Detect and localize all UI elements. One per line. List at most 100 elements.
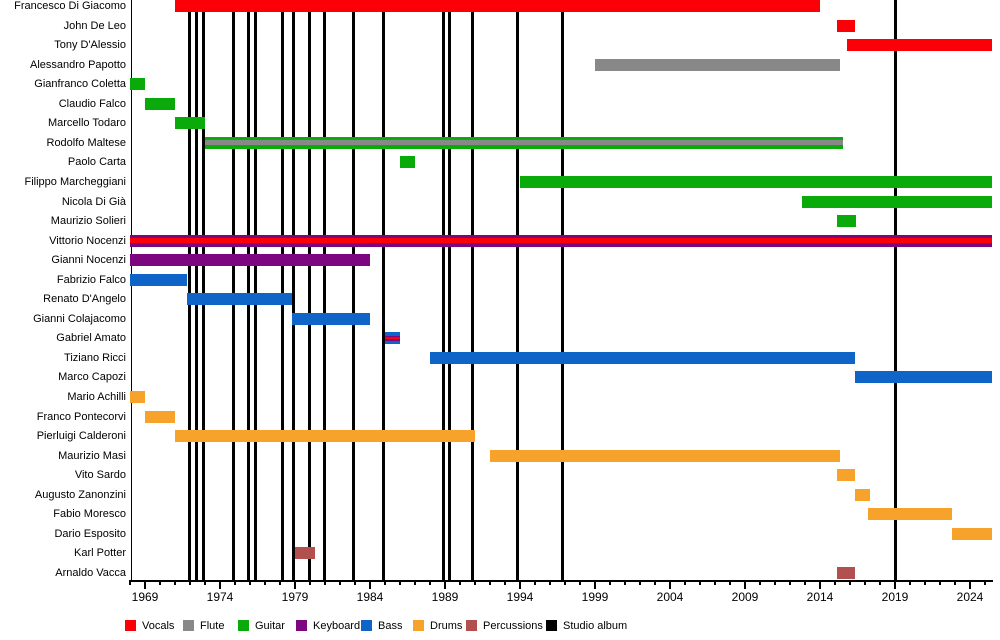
studio-album-line [322, 0, 326, 580]
x-tick-label: 1969 [131, 590, 159, 604]
x-minor-tick [489, 580, 491, 585]
x-minor-tick [384, 580, 386, 585]
legend-swatch [413, 620, 424, 631]
member-bar [520, 175, 992, 188]
x-minor-tick [624, 580, 626, 585]
studio-album-line [232, 0, 235, 580]
x-tick-label: 1984 [356, 590, 384, 604]
member-bar [145, 410, 175, 423]
studio-album-line [515, 0, 519, 580]
member-bar [205, 136, 843, 149]
x-minor-tick [204, 580, 206, 585]
x-minor-tick [609, 580, 611, 585]
legend-label: Drums [430, 620, 463, 632]
x-major-tick [294, 580, 296, 589]
studio-album-line [292, 0, 295, 580]
member-bar [187, 293, 292, 306]
member-bar-stripe [385, 337, 400, 340]
member-label: Alessandro Papotto [29, 58, 126, 71]
member-label: Vito Sardo [74, 469, 126, 482]
member-label: Fabrizio Falco [56, 273, 126, 286]
member-bar [854, 488, 870, 501]
x-minor-tick [234, 580, 236, 585]
x-minor-tick [354, 580, 356, 585]
x-minor-tick [189, 580, 191, 585]
member-label: Gianni Nocenzi [51, 254, 126, 267]
x-minor-tick [414, 580, 416, 585]
x-tick-label: 1989 [431, 590, 459, 604]
member-label: Filippo Marcheggiani [24, 175, 127, 188]
x-minor-tick [789, 580, 791, 585]
x-major-tick [144, 580, 146, 589]
member-label: Paolo Carta [67, 156, 126, 169]
member-bar [295, 547, 315, 560]
member-label: Tiziano Ricci [64, 351, 126, 364]
studio-album-line [194, 0, 198, 580]
legend-swatch [546, 620, 557, 631]
studio-album-line [247, 0, 250, 580]
member-label: Dario Esposito [54, 527, 126, 540]
x-tick-label: 1979 [281, 590, 309, 604]
member-bar [847, 39, 992, 52]
x-tick-label: 1994 [506, 590, 534, 604]
member-label: Renato D'Angelo [43, 293, 126, 306]
x-minor-tick [564, 580, 566, 585]
member-label: Marco Capozi [58, 371, 126, 384]
studio-album-line [253, 0, 257, 580]
x-tick-label: 2024 [956, 590, 984, 604]
studio-album-line [442, 0, 445, 580]
x-minor-tick [249, 580, 251, 585]
x-minor-tick [954, 580, 956, 585]
x-tick-label: 1999 [581, 590, 609, 604]
member-bar [430, 351, 855, 364]
x-minor-tick [159, 580, 161, 585]
x-minor-tick [474, 580, 476, 585]
legend-label: Bass [378, 620, 403, 632]
legend-swatch [183, 620, 194, 631]
member-label: Gabriel Amato [56, 332, 126, 345]
member-label: Francesco Di Giacomo [14, 0, 126, 12]
x-minor-tick [264, 580, 266, 585]
member-bar [175, 117, 205, 130]
x-minor-tick [729, 580, 731, 585]
x-tick-label: 2009 [731, 590, 759, 604]
member-bar [836, 215, 856, 228]
member-bar [836, 19, 855, 32]
legend-swatch [296, 620, 307, 631]
member-bar [400, 156, 415, 169]
member-label: Augusto Zanonzini [34, 488, 126, 501]
x-minor-tick [339, 580, 341, 585]
x-minor-tick [924, 580, 926, 585]
member-label: Pierluigi Calderoni [36, 430, 126, 443]
x-major-tick [669, 580, 671, 589]
x-minor-tick [324, 580, 326, 585]
x-tick-label: 2014 [806, 590, 834, 604]
member-bar [130, 234, 992, 247]
member-bar [802, 195, 992, 208]
member-label: Vittorio Nocenzi [49, 234, 126, 247]
x-minor-tick [429, 580, 431, 585]
member-label: Gianfranco Coletta [34, 78, 126, 91]
x-major-tick [819, 580, 821, 589]
member-label: Franco Pontecorvi [36, 410, 126, 423]
x-tick-label: 2019 [881, 590, 909, 604]
legend-label: Flute [200, 620, 225, 632]
member-label: Gianni Colajacomo [33, 312, 126, 325]
member-bar [292, 312, 370, 325]
x-tick-label: 2004 [656, 590, 684, 604]
x-minor-tick [804, 580, 806, 585]
member-label: Marcello Todaro [47, 117, 126, 130]
member-bar-stripe [130, 238, 992, 244]
member-bar [130, 254, 370, 267]
x-minor-tick [879, 580, 881, 585]
studio-album-line [382, 0, 385, 580]
x-minor-tick [759, 580, 761, 585]
x-minor-tick [639, 580, 641, 585]
x-minor-tick [849, 580, 851, 585]
member-label: Karl Potter [74, 547, 126, 560]
member-bar [952, 527, 992, 540]
member-label: Rodolfo Maltese [46, 136, 127, 149]
member-label: Nicola Di Già [61, 195, 126, 208]
studio-album-line [471, 0, 475, 580]
